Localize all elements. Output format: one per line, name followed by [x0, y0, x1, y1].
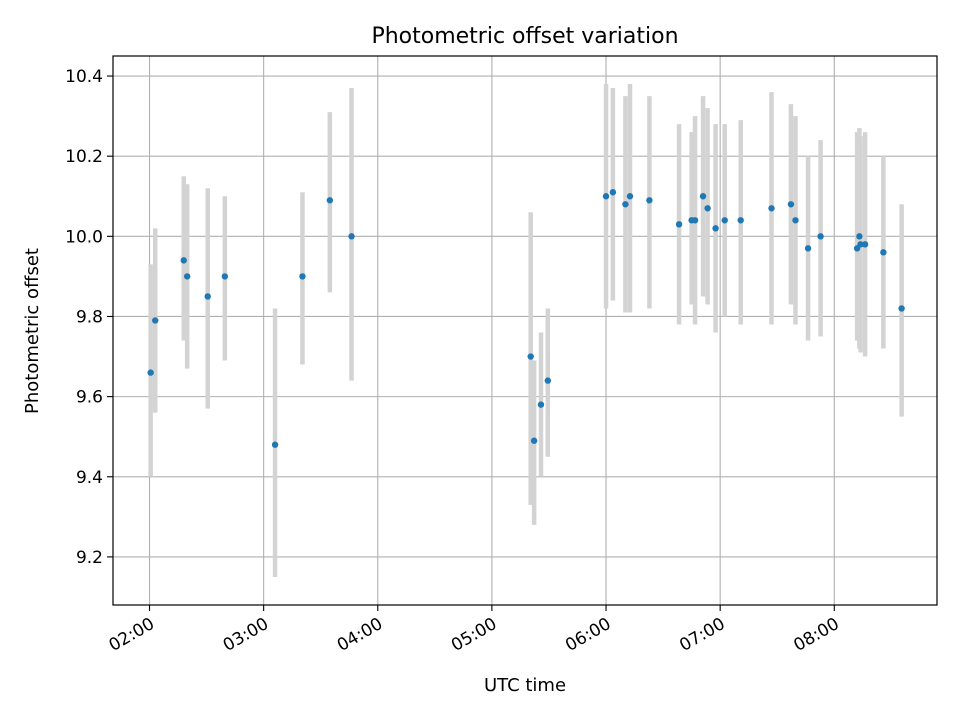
data-point: [691, 217, 699, 224]
y-tick-label: 9.6: [76, 388, 103, 408]
x-tick-label: 05:00: [448, 614, 500, 656]
plot-area-frame: [112, 55, 938, 606]
data-point: [204, 293, 211, 300]
data-point: [792, 217, 799, 224]
data-point: [180, 257, 187, 264]
data-point: [787, 201, 795, 208]
data-point: [602, 193, 610, 200]
y-axis-label: Photometric offset: [22, 248, 43, 414]
data-point: [221, 273, 229, 280]
data-point: [817, 233, 824, 240]
data-point: [609, 189, 617, 196]
data-point: [857, 241, 864, 248]
x-tick-label: 04:00: [334, 614, 386, 656]
data-point: [348, 233, 355, 240]
data-point: [326, 197, 334, 204]
data-point: [537, 401, 545, 408]
data-point: [861, 241, 869, 248]
data-point: [626, 193, 634, 200]
chart-title: Photometric offset variation: [371, 24, 678, 49]
x-axis-label: UTC time: [484, 675, 566, 696]
x-tick-label: 02:00: [106, 614, 158, 656]
y-tick-label: 9.2: [76, 548, 103, 568]
data-point: [880, 249, 887, 256]
x-tick-label: 03:00: [220, 614, 272, 656]
data-point: [646, 197, 653, 204]
data-point: [152, 317, 159, 324]
data-point: [675, 221, 683, 228]
data-point: [622, 201, 629, 208]
data-point: [271, 441, 279, 448]
y-tick-label: 9.8: [76, 307, 103, 327]
y-tick-label: 10.0: [65, 227, 103, 247]
data-point: [699, 193, 707, 200]
x-tick-label: 08:00: [790, 614, 842, 656]
grid: [113, 56, 937, 605]
data-point: [712, 225, 719, 232]
data-points: [147, 189, 905, 448]
y-tick-label: 10.4: [65, 67, 103, 87]
data-point: [768, 205, 775, 212]
data-point: [721, 217, 728, 224]
y-tick-label: 9.4: [76, 468, 103, 488]
data-point: [898, 305, 905, 312]
y-tick-label: 10.2: [65, 147, 103, 167]
data-point: [544, 377, 552, 384]
data-point: [527, 353, 534, 360]
data-point: [299, 273, 306, 280]
data-point: [704, 205, 711, 212]
data-point: [183, 273, 191, 280]
data-point: [856, 233, 863, 240]
data-point: [804, 245, 812, 252]
x-tick-label: 06:00: [562, 614, 614, 656]
x-tick-label: 07:00: [676, 614, 728, 656]
data-point: [737, 217, 744, 224]
data-point: [147, 369, 154, 376]
data-point: [530, 437, 538, 444]
